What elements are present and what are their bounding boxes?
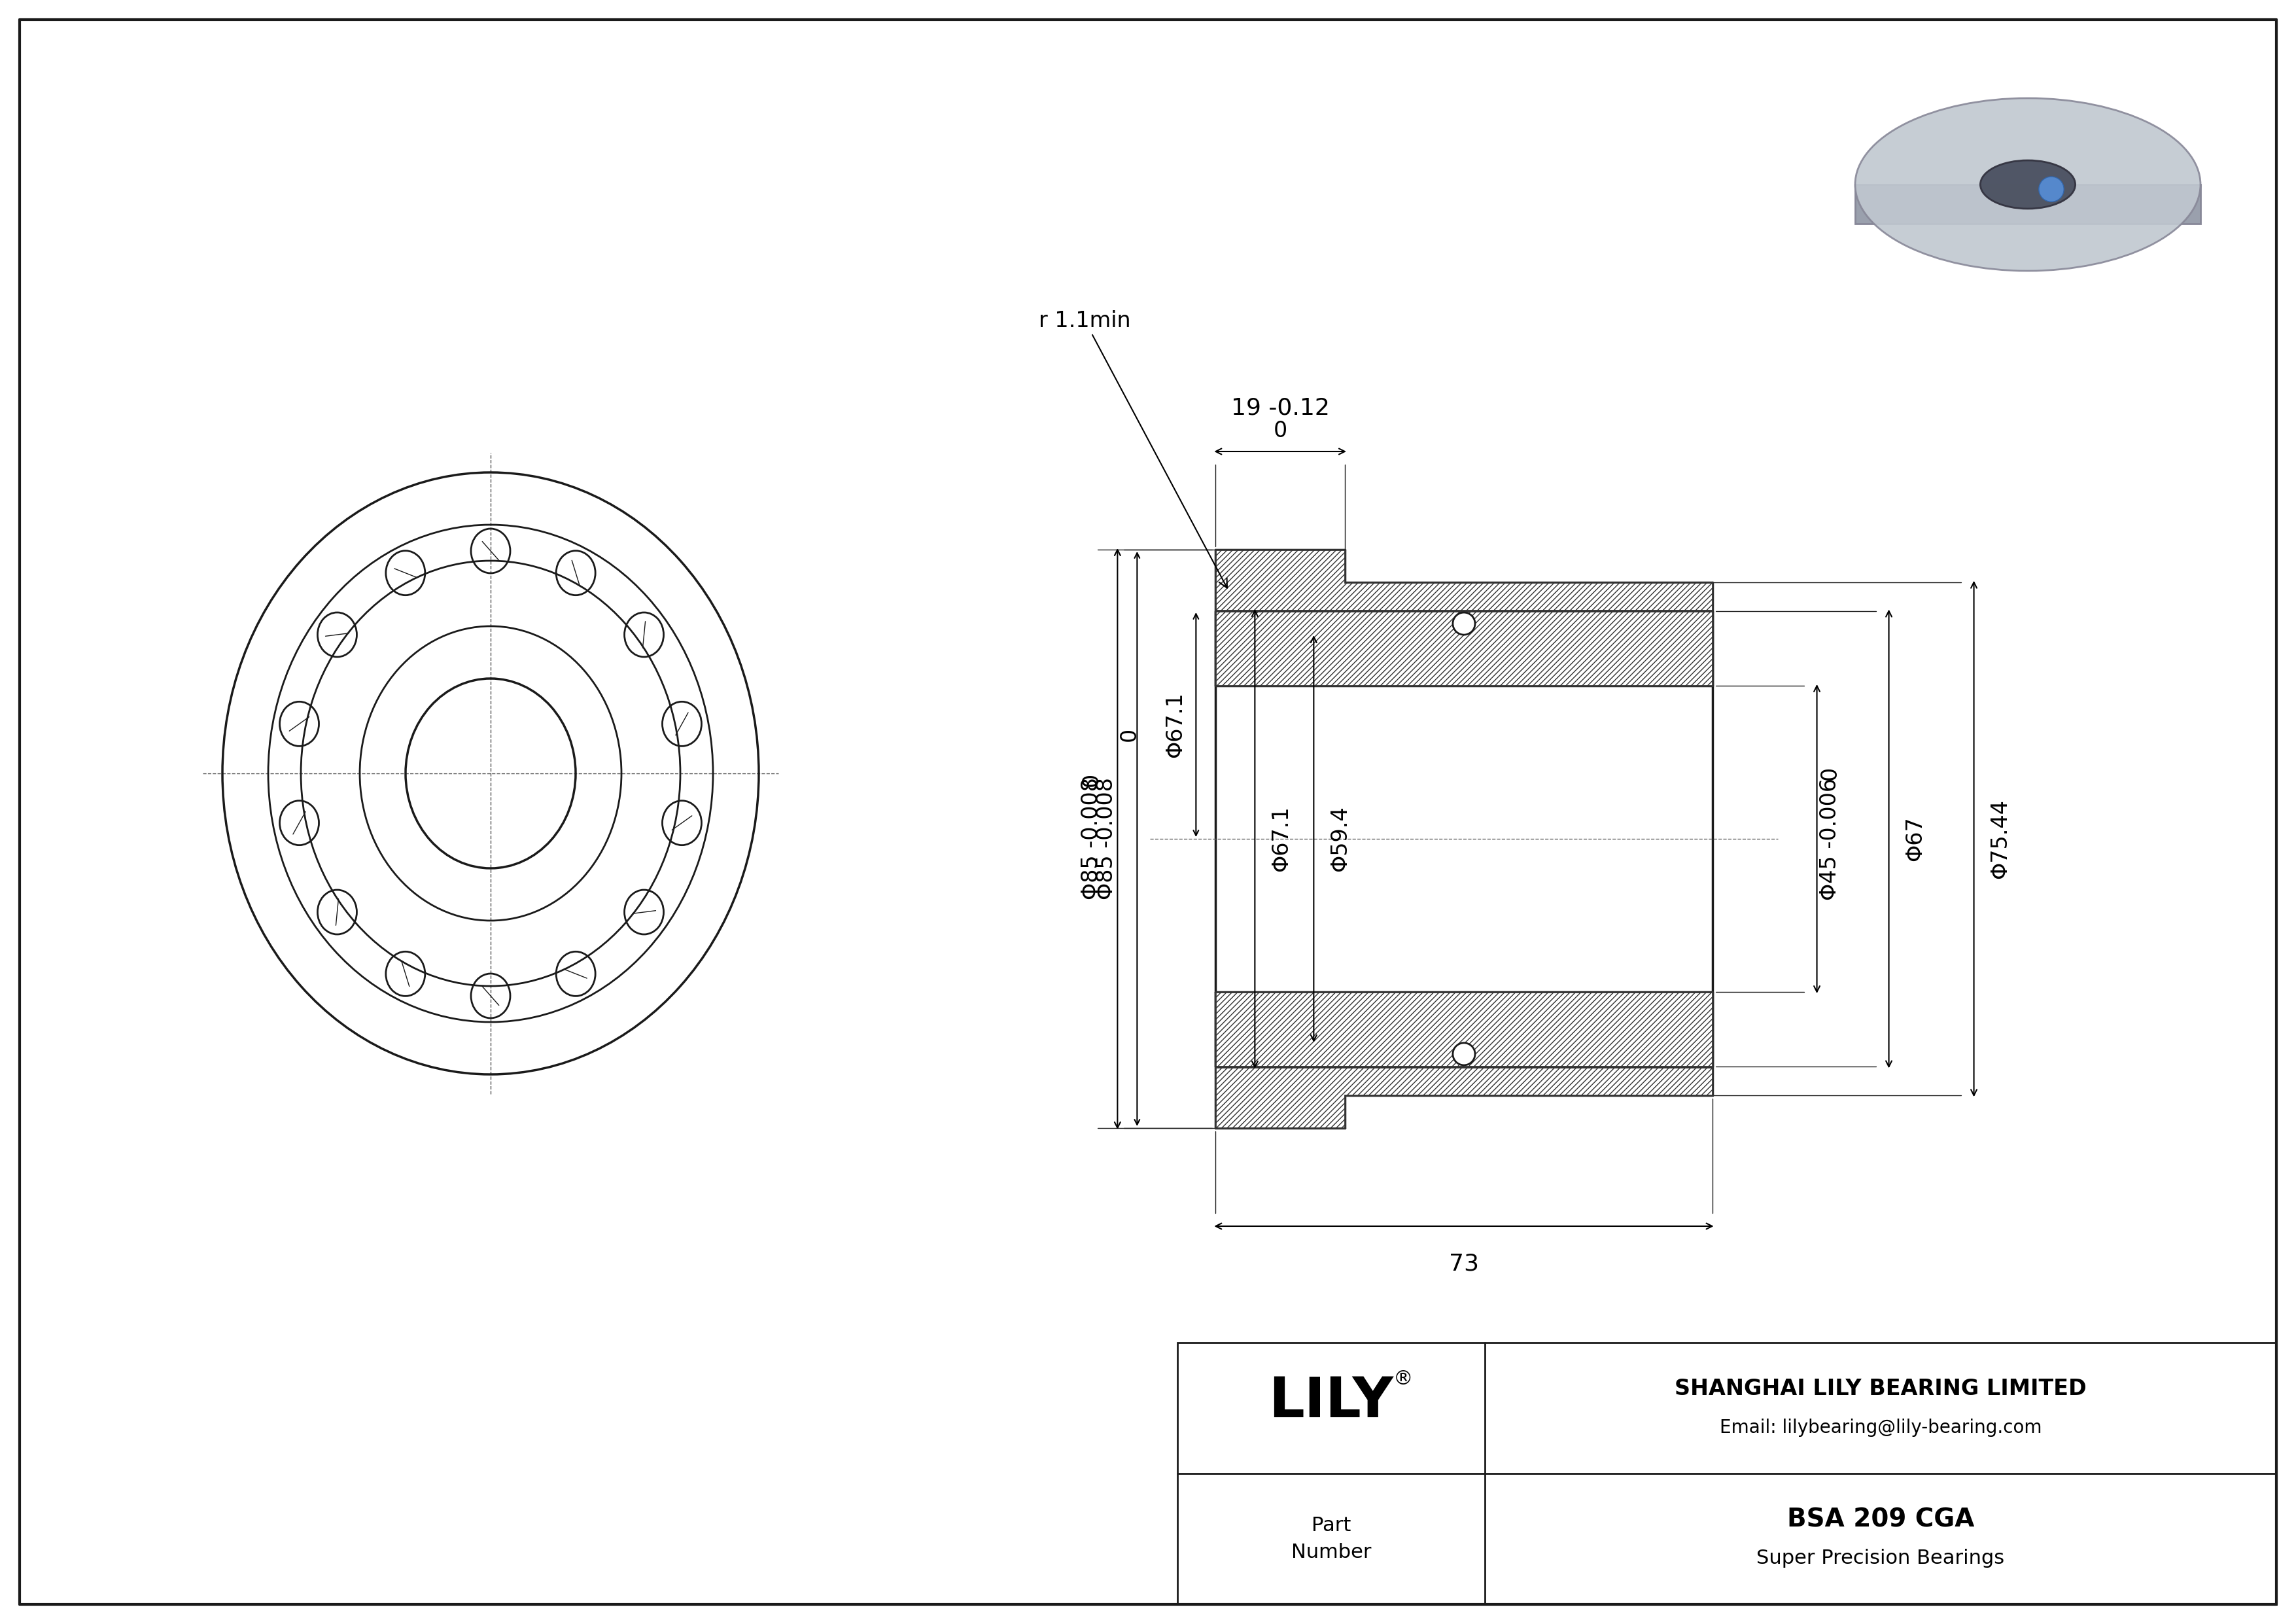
Polygon shape [1215, 1067, 1713, 1129]
Text: 19 -0.12: 19 -0.12 [1231, 396, 1329, 419]
Text: 0: 0 [1274, 421, 1288, 442]
Ellipse shape [1981, 161, 2076, 209]
Ellipse shape [1855, 97, 2200, 271]
Polygon shape [1215, 992, 1713, 1067]
Text: LILY: LILY [1270, 1374, 1394, 1429]
Text: Φ85 -0.008: Φ85 -0.008 [1095, 778, 1118, 900]
Text: Φ85 -0.008: Φ85 -0.008 [1081, 778, 1102, 900]
Text: Φ67: Φ67 [1903, 817, 1926, 861]
Polygon shape [1215, 549, 1713, 611]
Text: 0: 0 [1118, 728, 1141, 741]
Text: 73: 73 [1449, 1252, 1479, 1275]
Text: Φ75.44: Φ75.44 [1988, 799, 2011, 879]
Text: r 1.1min: r 1.1min [1038, 310, 1226, 588]
Text: Super Precision Bearings: Super Precision Bearings [1756, 1549, 2004, 1569]
Text: BSA 209 CGA: BSA 209 CGA [1786, 1507, 1975, 1531]
Text: Email: lilybearing@lily-bearing.com: Email: lilybearing@lily-bearing.com [1720, 1418, 2041, 1437]
Text: ®: ® [1394, 1369, 1412, 1389]
Text: Φ67.1: Φ67.1 [1270, 806, 1293, 872]
Polygon shape [1215, 611, 1713, 685]
Text: 0: 0 [1818, 767, 1841, 780]
Polygon shape [1855, 185, 2200, 224]
Bar [1178, 1343, 2275, 1605]
Text: SHANGHAI LILY BEARING LIMITED: SHANGHAI LILY BEARING LIMITED [1674, 1377, 2087, 1400]
Text: Part
Number: Part Number [1290, 1517, 1371, 1562]
Circle shape [1453, 612, 1474, 635]
Text: Φ67.1: Φ67.1 [1164, 692, 1187, 758]
Text: Φ45 -0.006: Φ45 -0.006 [1818, 778, 1841, 900]
Text: 0: 0 [1081, 773, 1102, 786]
Circle shape [1453, 1043, 1474, 1065]
Circle shape [2039, 177, 2064, 201]
Text: Φ59.4: Φ59.4 [1329, 806, 1350, 872]
